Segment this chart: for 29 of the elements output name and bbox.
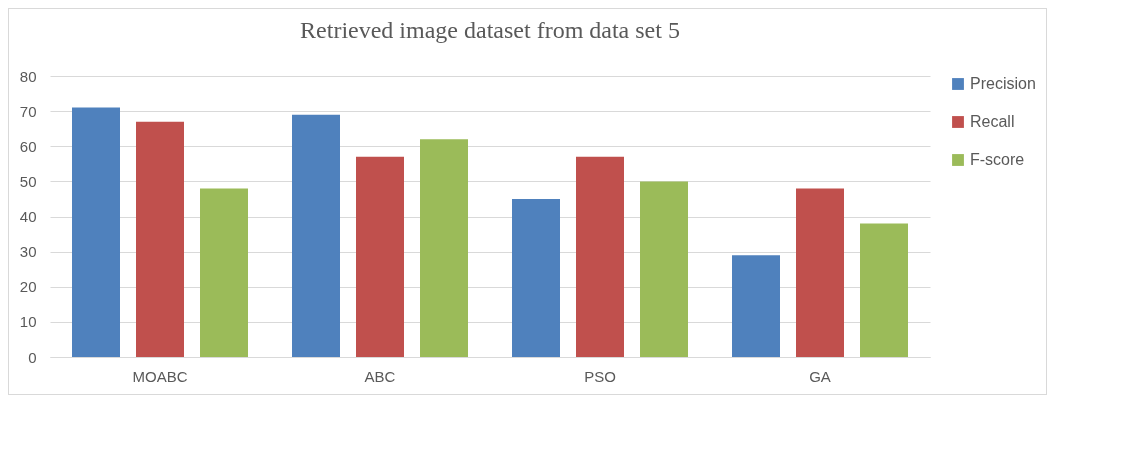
y-tick-label: 30 bbox=[19, 243, 37, 261]
legend-label: F-score bbox=[970, 151, 1025, 168]
y-tick-label: 70 bbox=[19, 102, 37, 120]
legend-label: Precision bbox=[970, 75, 1036, 92]
y-tick-label: 20 bbox=[19, 278, 37, 296]
y-tick-label: 60 bbox=[19, 137, 37, 155]
bar bbox=[420, 139, 468, 357]
bar bbox=[72, 107, 120, 357]
chart-title: Retrieved image dataset from data set 5 bbox=[300, 17, 680, 43]
x-tick-label: MOABC bbox=[132, 367, 188, 385]
bar bbox=[200, 188, 248, 357]
x-tick-label: PSO bbox=[584, 367, 616, 385]
bar bbox=[732, 255, 780, 357]
bar bbox=[576, 156, 624, 357]
y-tick-label: 40 bbox=[19, 208, 37, 225]
bar bbox=[136, 121, 184, 357]
bar bbox=[292, 114, 340, 357]
bar bbox=[640, 181, 688, 357]
legend-label: Recall bbox=[970, 113, 1015, 130]
y-tick-label: 80 bbox=[19, 67, 37, 85]
y-tick-label: 10 bbox=[19, 313, 37, 331]
x-tick-label: ABC bbox=[364, 367, 396, 385]
bar bbox=[512, 198, 560, 357]
bar bbox=[796, 188, 844, 357]
y-tick-label: 50 bbox=[19, 172, 37, 190]
y-tick-label: 0 bbox=[28, 348, 37, 366]
bar bbox=[860, 223, 908, 357]
bar bbox=[356, 156, 404, 357]
x-tick-label: GA bbox=[809, 367, 831, 385]
